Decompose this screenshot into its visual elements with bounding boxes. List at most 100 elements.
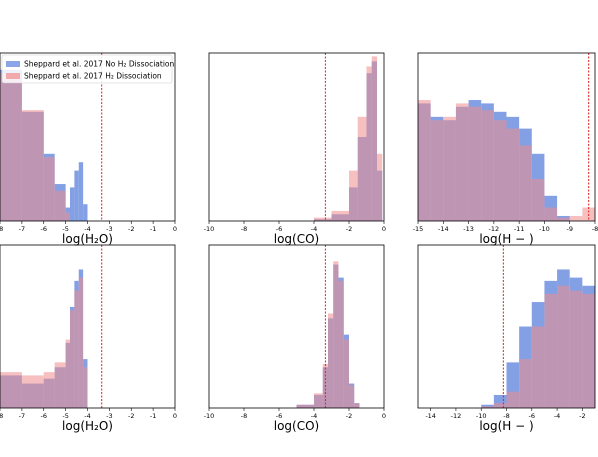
x-axis-label: log(H₂O) bbox=[62, 232, 113, 246]
histogram-bar bbox=[531, 179, 545, 221]
x-tick: -14 bbox=[425, 408, 436, 420]
x-tick: 0 bbox=[382, 221, 386, 233]
x-tick: -6 bbox=[276, 408, 282, 420]
x-tick-label: -8 bbox=[503, 412, 509, 420]
x-tick-label: -6 bbox=[276, 412, 282, 420]
histogram-bar bbox=[343, 339, 349, 408]
histogram-bar bbox=[65, 212, 70, 221]
x-tick-label: -1 bbox=[150, 412, 156, 420]
histogram-bar bbox=[338, 280, 344, 408]
histogram-bar bbox=[70, 310, 75, 408]
axes-frame bbox=[417, 52, 596, 222]
histogram-bar bbox=[70, 187, 75, 221]
histogram-bar bbox=[314, 217, 332, 221]
histogram-bar bbox=[506, 391, 520, 408]
histogram-bar bbox=[493, 120, 507, 221]
histogram-bar bbox=[78, 277, 84, 408]
x-tick-label: -8 bbox=[592, 225, 598, 233]
x-tick: -10 bbox=[539, 221, 550, 233]
x-tick: -8 bbox=[592, 221, 598, 233]
histogram-bar bbox=[519, 145, 532, 221]
x-tick: -8 bbox=[503, 408, 510, 420]
x-tick-label: -1 bbox=[150, 225, 156, 233]
x-tick-label: -7 bbox=[19, 412, 25, 420]
x-tick-label: -4 bbox=[554, 412, 560, 420]
histogram-bar bbox=[557, 217, 570, 221]
panel-1: -8 -7 -6 -5 -4 -3 -2 -1 0 log(H₂O) bbox=[0, 52, 177, 246]
x-tick-label: -4 bbox=[84, 412, 90, 420]
histogram-bar bbox=[481, 110, 494, 221]
x-tick-label: 0 bbox=[382, 225, 386, 233]
x-tick-label: 0 bbox=[382, 412, 386, 420]
axes-frame bbox=[208, 52, 385, 222]
x-tick-label: -14 bbox=[438, 225, 449, 233]
x-tick-label: -6 bbox=[41, 225, 47, 233]
legend-swatch bbox=[6, 73, 20, 79]
histogram-bar bbox=[357, 116, 367, 221]
x-tick: -3 bbox=[106, 221, 113, 233]
histogram-bar bbox=[328, 313, 334, 408]
histogram-bar bbox=[296, 404, 314, 408]
x-tick-label: -3 bbox=[106, 412, 112, 420]
x-tick-label: -8 bbox=[0, 412, 3, 420]
histogram-bar bbox=[83, 367, 88, 408]
x-tick: -7 bbox=[19, 221, 25, 233]
panel-6: -14 -12 -10 -8 -6 -4 -2 log(H − ) bbox=[417, 244, 596, 433]
histogram-bar bbox=[519, 359, 532, 408]
histogram-bar bbox=[54, 362, 66, 408]
histogram-bar bbox=[468, 106, 482, 221]
histogram-bar bbox=[0, 372, 22, 408]
x-tick-label: -8 bbox=[241, 225, 247, 233]
legend-label: Sheppard et al. 2017 H₂ Dissociation bbox=[24, 72, 162, 81]
x-tick: -6 bbox=[41, 221, 47, 233]
histogram-bar bbox=[0, 73, 22, 221]
x-axis-label: log(CO) bbox=[274, 419, 319, 433]
histogram-bar bbox=[544, 293, 558, 408]
x-tick-label: -10 bbox=[204, 225, 215, 233]
x-tick: 0 bbox=[382, 408, 386, 420]
x-tick-label: -14 bbox=[425, 412, 436, 420]
x-tick: -2 bbox=[579, 408, 586, 420]
histogram-bar bbox=[481, 406, 494, 408]
histogram-bar bbox=[43, 372, 55, 408]
x-tick: 0 bbox=[173, 408, 177, 420]
histogram-bar bbox=[377, 153, 383, 221]
histogram-bar bbox=[65, 339, 70, 408]
x-tick-label: -5 bbox=[62, 225, 68, 233]
x-tick-label: -13 bbox=[463, 225, 474, 233]
x-tick-label: -6 bbox=[41, 412, 47, 420]
x-tick: -4 bbox=[311, 221, 317, 233]
histogram-bar bbox=[544, 207, 558, 221]
histogram-bar bbox=[366, 66, 372, 221]
x-tick-label: -10 bbox=[539, 225, 550, 233]
x-tick-label: -8 bbox=[241, 412, 247, 420]
x-tick: -2 bbox=[128, 408, 134, 420]
x-tick: -15 bbox=[413, 221, 424, 233]
x-tick-label: -7 bbox=[19, 225, 25, 233]
x-tick: -13 bbox=[463, 221, 474, 233]
x-tick-label: -6 bbox=[529, 412, 535, 420]
x-tick-label: -15 bbox=[413, 225, 424, 233]
x-tick-label: -2 bbox=[346, 225, 352, 233]
histogram-bar bbox=[314, 393, 323, 408]
legend-swatch bbox=[6, 61, 20, 67]
x-tick-label: -2 bbox=[128, 412, 134, 420]
histogram-bar bbox=[349, 385, 355, 408]
axes-frame bbox=[208, 244, 385, 409]
x-tick-label: -4 bbox=[311, 225, 317, 233]
x-tick-label: -10 bbox=[204, 412, 215, 420]
histogram-bar bbox=[418, 100, 431, 221]
x-tick: -5 bbox=[62, 221, 69, 233]
x-tick-label: 0 bbox=[173, 412, 177, 420]
x-tick: -8 bbox=[0, 408, 3, 420]
x-tick: -4 bbox=[84, 221, 91, 233]
x-tick: -2 bbox=[128, 221, 134, 233]
histogram-bar bbox=[371, 56, 377, 221]
x-tick: -8 bbox=[241, 221, 247, 233]
x-tick-label: -4 bbox=[311, 412, 317, 420]
x-tick-label: -9 bbox=[566, 225, 572, 233]
histogram-bar bbox=[531, 326, 545, 408]
histogram-bar bbox=[582, 293, 595, 408]
x-tick: -11 bbox=[514, 221, 524, 233]
x-tick: -5 bbox=[62, 408, 69, 420]
